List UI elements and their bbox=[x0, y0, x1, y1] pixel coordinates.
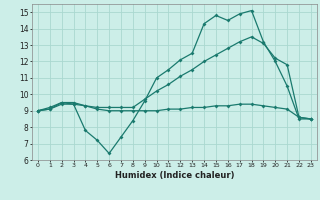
X-axis label: Humidex (Indice chaleur): Humidex (Indice chaleur) bbox=[115, 171, 234, 180]
